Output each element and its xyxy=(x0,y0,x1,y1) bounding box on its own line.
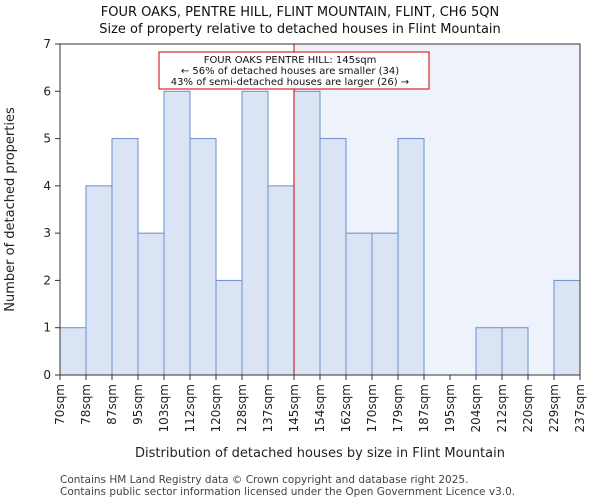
bars-group xyxy=(59,90,581,376)
bar-212sqm xyxy=(501,327,529,376)
bar-179sqm xyxy=(397,138,425,376)
x-tick-label: 78sqm xyxy=(79,384,93,425)
bar-87sqm xyxy=(111,138,139,376)
bar-78sqm xyxy=(85,185,113,376)
y-tick-label: 7 xyxy=(43,37,51,51)
x-tick-label: 112sqm xyxy=(183,384,197,432)
y-tick-label: 4 xyxy=(43,179,51,193)
bar-112sqm xyxy=(189,138,217,376)
bar-229sqm xyxy=(553,279,581,376)
bar-128sqm xyxy=(241,90,269,376)
y-tick-label: 5 xyxy=(43,132,51,146)
annotation-line-1: FOUR OAKS PENTRE HILL: 145sqm xyxy=(204,55,377,66)
x-tick-label: 187sqm xyxy=(417,384,431,432)
x-tick-label: 237sqm xyxy=(573,384,587,432)
y-tick-label: 3 xyxy=(43,226,51,240)
bar-154sqm xyxy=(319,138,347,376)
footer-line-2: Contains public sector information licen… xyxy=(60,486,515,498)
x-tick-label: 145sqm xyxy=(287,384,301,432)
x-tick-label: 128sqm xyxy=(235,384,249,432)
bar-70sqm xyxy=(59,327,87,376)
annotation-box: FOUR OAKS PENTRE HILL: 145sqm ← 56% of d… xyxy=(158,51,430,90)
x-tick-label: 103sqm xyxy=(157,384,171,432)
bar-170sqm xyxy=(371,232,399,376)
bar-103sqm xyxy=(163,90,191,376)
y-tick-label: 1 xyxy=(43,321,51,335)
y-axis-title: Number of detached properties xyxy=(3,107,18,312)
y-tick-label: 0 xyxy=(43,368,51,382)
bar-204sqm xyxy=(475,327,503,376)
x-tick-label: 95sqm xyxy=(131,384,145,425)
bar-95sqm xyxy=(137,232,165,376)
x-tick-label: 170sqm xyxy=(365,384,379,432)
annotation-line-3: 43% of semi-detached houses are larger (… xyxy=(171,77,409,88)
x-tick-label: 162sqm xyxy=(339,384,353,432)
x-axis-title: Distribution of detached houses by size … xyxy=(135,446,505,461)
x-tick-label: 70sqm xyxy=(53,384,67,425)
x-tick-label: 195sqm xyxy=(443,384,457,432)
x-tick-label: 137sqm xyxy=(261,384,275,432)
bar-162sqm xyxy=(345,232,373,376)
bar-145sqm xyxy=(293,90,321,376)
x-axis-ticks: 70sqm 78sqm 87sqm 95sqm 103sqm 112sqm 120sqm 12… xyxy=(53,375,587,432)
annotation-frame xyxy=(158,51,430,90)
footer-line-1: Contains HM Land Registry data © Crown c… xyxy=(60,474,468,486)
x-tick-label: 229sqm xyxy=(547,384,561,432)
x-tick-label: 220sqm xyxy=(521,384,535,432)
x-tick-label: 120sqm xyxy=(209,384,223,432)
bar-120sqm xyxy=(215,279,243,376)
bar-137sqm xyxy=(267,185,295,376)
x-tick-label: 179sqm xyxy=(391,384,405,432)
annotation-line-2: ← 56% of detached houses are smaller (34… xyxy=(181,66,399,77)
x-tick-label: 212sqm xyxy=(495,384,509,432)
x-tick-label: 204sqm xyxy=(469,384,483,432)
y-axis-ticks: 0 1 2 3 4 5 6 7 xyxy=(43,37,60,382)
chart-title: FOUR OAKS, PENTRE HILL, FLINT MOUNTAIN, … xyxy=(101,5,499,20)
y-tick-label: 2 xyxy=(43,273,51,287)
y-tick-label: 6 xyxy=(43,84,51,98)
x-tick-label: 87sqm xyxy=(105,384,119,425)
x-tick-label: 154sqm xyxy=(313,384,327,432)
chart-subtitle: Size of property relative to detached ho… xyxy=(99,22,501,37)
